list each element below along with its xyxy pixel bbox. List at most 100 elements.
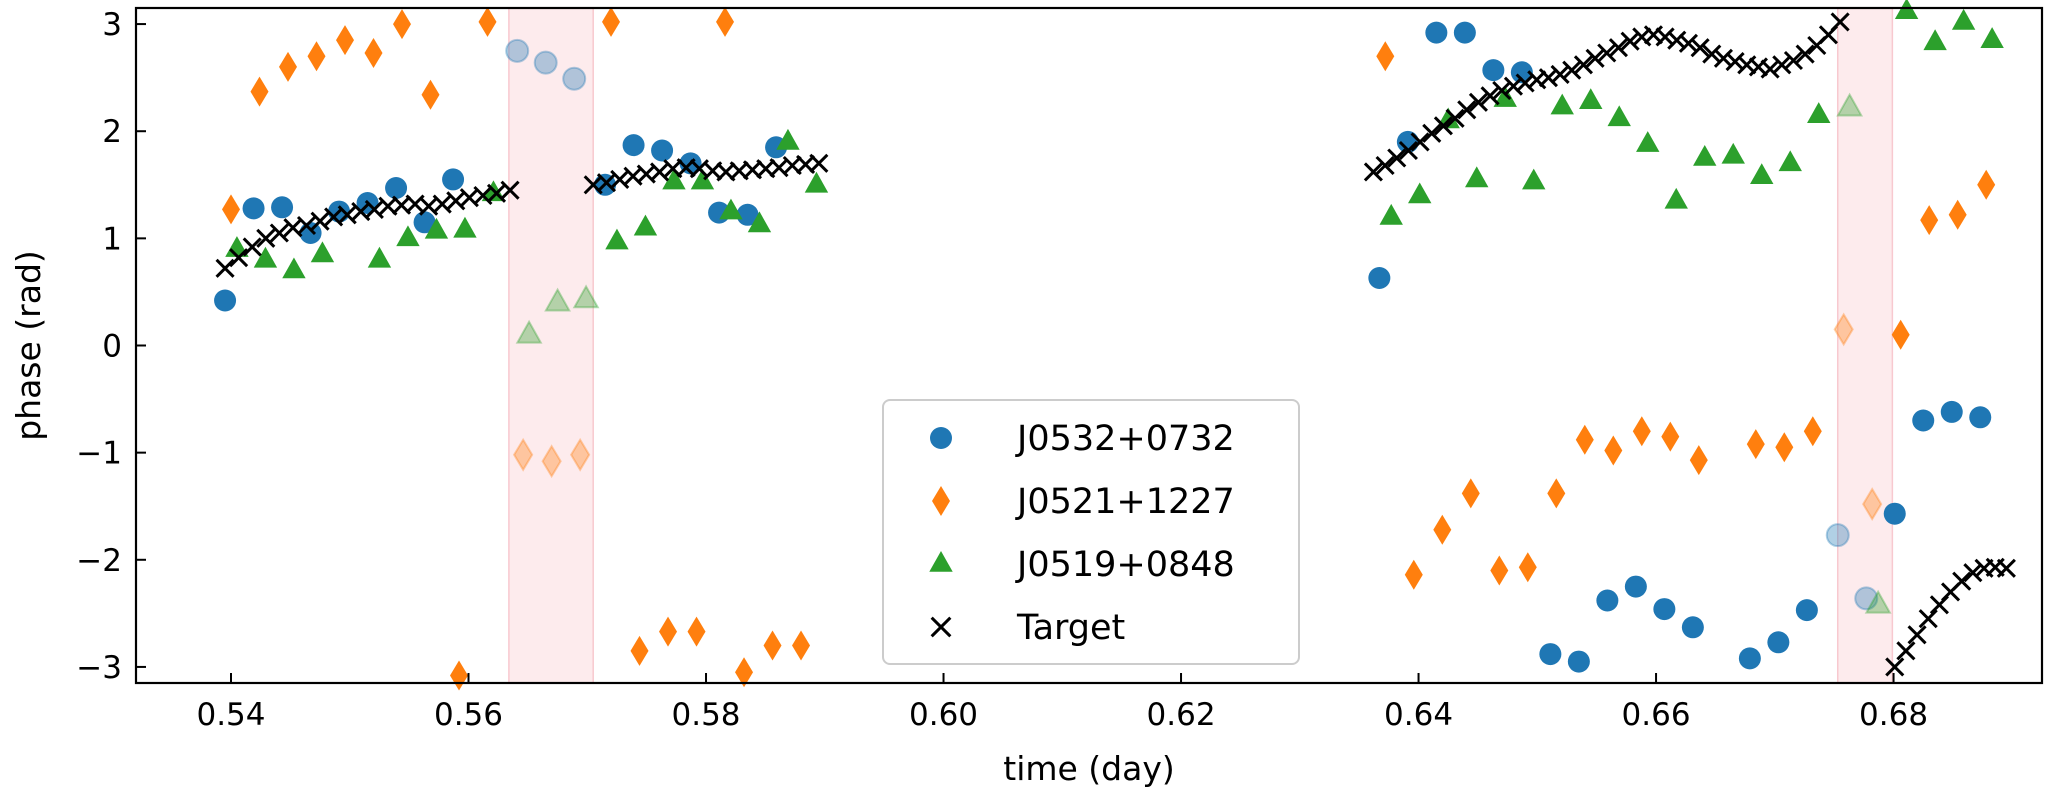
data-point — [1503, 76, 1523, 96]
data-point — [1539, 643, 1562, 666]
data-point — [450, 660, 469, 691]
data-point — [1795, 44, 1815, 64]
flagged-band — [508, 8, 594, 683]
x-stroke — [269, 223, 289, 243]
x-stroke — [610, 169, 630, 189]
data-point — [453, 216, 477, 238]
data-point — [296, 215, 317, 236]
data-point — [1664, 187, 1688, 209]
data-point — [310, 241, 335, 263]
flagged-data-point — [1862, 487, 1883, 522]
data-point — [1661, 421, 1680, 452]
flagged-data-point — [572, 284, 600, 309]
data-point — [1996, 558, 2016, 578]
data-point — [1923, 29, 1947, 51]
x-stroke — [1538, 68, 1558, 88]
data-point — [364, 38, 383, 68]
data-point — [1725, 52, 1745, 72]
data-point — [1375, 155, 1395, 176]
x-stroke — [1585, 48, 1605, 68]
x-stroke — [1597, 43, 1617, 63]
data-point — [736, 203, 759, 226]
data-point — [1620, 31, 1640, 51]
x-stroke — [1375, 155, 1395, 176]
legend-marker-j0532-0732 — [930, 427, 952, 449]
x-stroke — [419, 196, 439, 216]
x-stroke — [1795, 44, 1815, 64]
data-point — [1767, 631, 1790, 654]
x-stroke — [1783, 50, 1804, 71]
y-tick-label: 0 — [102, 329, 122, 365]
x-stroke — [1480, 86, 1500, 106]
data-point — [763, 630, 782, 661]
x-axis-ticks: 0.54 0.56 0.58 0.60 0.62 0.64 0.66 0.68 — [196, 673, 1928, 733]
data-point — [1597, 43, 1617, 63]
data-point — [1894, 0, 1919, 20]
data-point — [1980, 27, 2004, 48]
x-stroke — [1678, 33, 1699, 53]
data-point — [1920, 205, 1939, 236]
data-point — [809, 153, 829, 173]
data-point — [602, 6, 621, 37]
data-point — [1632, 416, 1651, 447]
x-stroke — [324, 207, 344, 227]
data-point — [229, 248, 249, 268]
data-point — [1404, 559, 1423, 590]
data-point — [1607, 105, 1631, 127]
series-j0532-0732 — [214, 21, 1992, 673]
data-point — [1562, 60, 1582, 80]
data-point — [716, 6, 735, 37]
data-point — [1907, 625, 1927, 645]
x-stroke — [1725, 52, 1745, 72]
flagged-data-point — [1854, 586, 1879, 611]
data-point — [1948, 199, 1967, 230]
x-stroke — [1422, 123, 1442, 143]
x-stroke — [650, 162, 670, 182]
data-point — [367, 246, 392, 268]
data-point — [393, 9, 412, 40]
x-stroke — [446, 191, 466, 211]
data-point — [1690, 38, 1710, 58]
data-point — [690, 168, 715, 190]
data-point — [214, 289, 237, 312]
data-point — [747, 211, 772, 233]
data-point — [1510, 61, 1533, 84]
data-point — [1918, 609, 1938, 629]
data-point — [385, 177, 408, 199]
x-stroke — [1445, 108, 1465, 128]
legend-marker-j0519-0848 — [929, 551, 953, 572]
data-point — [336, 25, 355, 56]
data-point — [396, 225, 420, 247]
data-point — [735, 657, 754, 688]
x-tick-label: 0.60 — [909, 697, 978, 733]
x-stroke — [229, 248, 249, 268]
data-point — [1807, 102, 1831, 123]
series-target — [215, 12, 2016, 677]
scatter-points — [214, 0, 2016, 691]
x-tick-label: 0.64 — [1384, 697, 1453, 733]
legend-box — [882, 399, 1300, 665]
x-stroke — [500, 180, 520, 200]
x-stroke — [486, 183, 507, 203]
legend-label-j0521-1227: J0521+1227 — [1015, 482, 1235, 522]
data-point — [1575, 424, 1594, 455]
data-point — [1522, 168, 1546, 190]
data-point — [1368, 267, 1391, 289]
flagged-data-point — [1825, 523, 1850, 548]
flagged-data-point — [541, 444, 562, 479]
legend-label-j0519-0848: J0519+0848 — [1015, 545, 1235, 585]
data-point — [1760, 59, 1780, 79]
x-stroke — [930, 616, 952, 638]
data-point — [215, 258, 235, 278]
data-point — [424, 217, 449, 239]
data-point — [222, 194, 241, 225]
x-stroke — [459, 188, 479, 208]
x-stroke — [1457, 100, 1477, 120]
x-stroke — [1702, 44, 1722, 64]
data-point — [1492, 80, 1512, 101]
data-point — [1461, 478, 1480, 509]
x-stroke — [1655, 27, 1675, 47]
x-stroke — [215, 258, 235, 278]
x-stroke — [756, 159, 776, 179]
x-stroke — [1433, 116, 1453, 136]
